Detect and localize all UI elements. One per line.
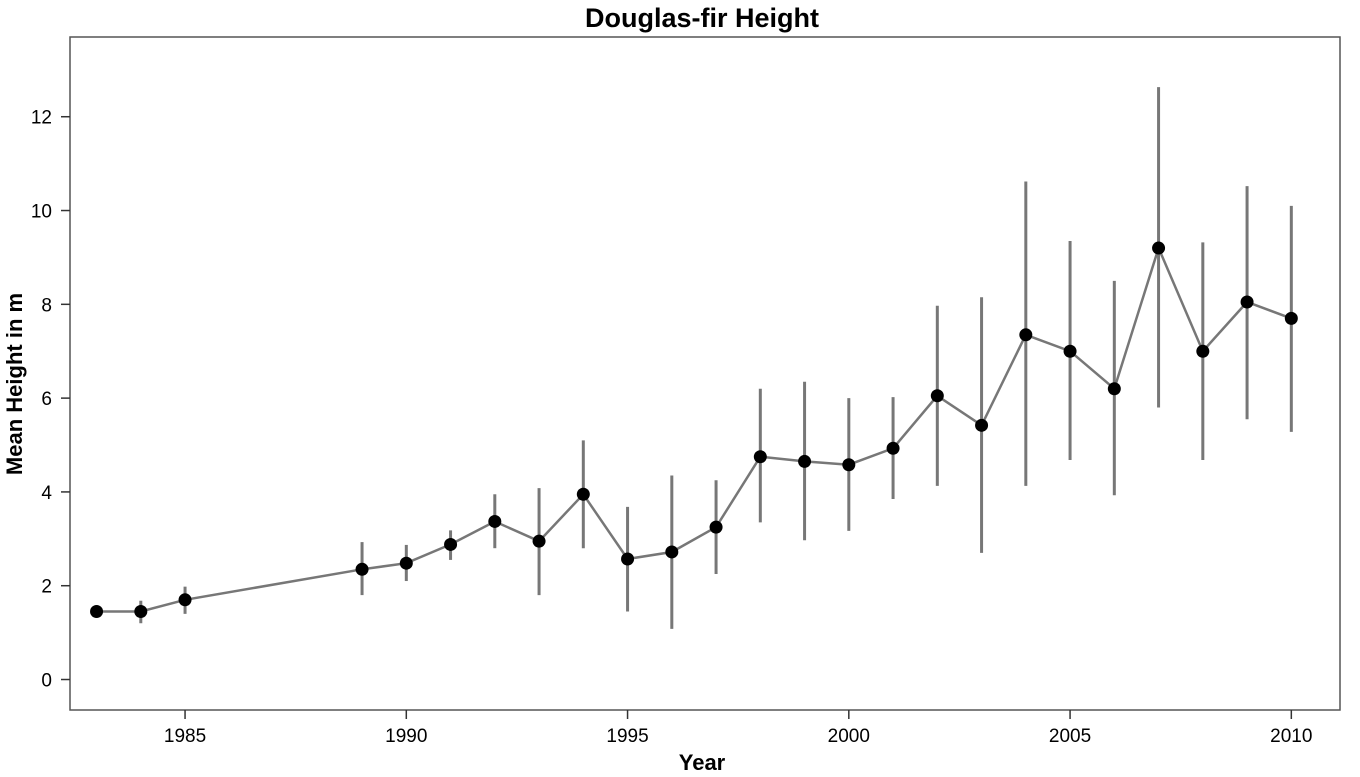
y-axis-label: Mean Height in m	[2, 293, 27, 475]
data-point	[798, 454, 812, 468]
data-point	[842, 458, 856, 472]
data-point	[975, 418, 989, 432]
data-point	[1107, 382, 1121, 396]
data-point	[665, 545, 679, 559]
data-points	[90, 241, 1298, 619]
data-point	[178, 593, 192, 607]
y-tick-label: 6	[41, 389, 52, 410]
data-point	[709, 520, 723, 534]
y-tick-label: 12	[31, 108, 52, 129]
data-point	[753, 450, 767, 464]
data-point	[930, 389, 944, 403]
data-point	[134, 605, 148, 619]
chart-title: Douglas-fir Height	[585, 3, 819, 33]
data-point	[886, 441, 900, 455]
y-tick-label: 2	[41, 577, 52, 598]
axis-ticks: 1985 1990 1995 2000 2005 2010 0 2 4 6 8 10 12	[31, 108, 1313, 747]
data-point	[444, 537, 458, 551]
data-point	[576, 487, 590, 501]
data-point	[1284, 311, 1298, 325]
error-bars	[95, 87, 1293, 629]
data-point	[1196, 344, 1210, 358]
data-point	[1019, 328, 1033, 342]
series-line	[96, 244, 1292, 613]
x-tick-label: 2000	[828, 726, 870, 747]
y-tick-label: 10	[31, 202, 52, 223]
data-point	[532, 534, 546, 548]
x-tick-label: 1985	[164, 726, 206, 747]
plot-frame	[69, 36, 1341, 711]
y-tick-label: 0	[41, 671, 52, 692]
data-point	[488, 514, 502, 528]
data-point	[1063, 344, 1077, 358]
y-tick-label: 4	[41, 483, 52, 504]
x-axis-label: Year	[679, 750, 726, 775]
data-point	[399, 556, 413, 570]
data-point	[1152, 241, 1166, 255]
x-tick-label: 2010	[1270, 726, 1312, 747]
data-point	[355, 562, 369, 576]
data-point	[90, 605, 104, 619]
data-point	[1240, 295, 1254, 309]
x-tick-label: 2005	[1049, 726, 1091, 747]
data-point	[621, 552, 635, 566]
y-tick-label: 8	[41, 295, 52, 316]
x-tick-label: 1990	[385, 726, 427, 747]
x-tick-label: 1995	[606, 726, 648, 747]
